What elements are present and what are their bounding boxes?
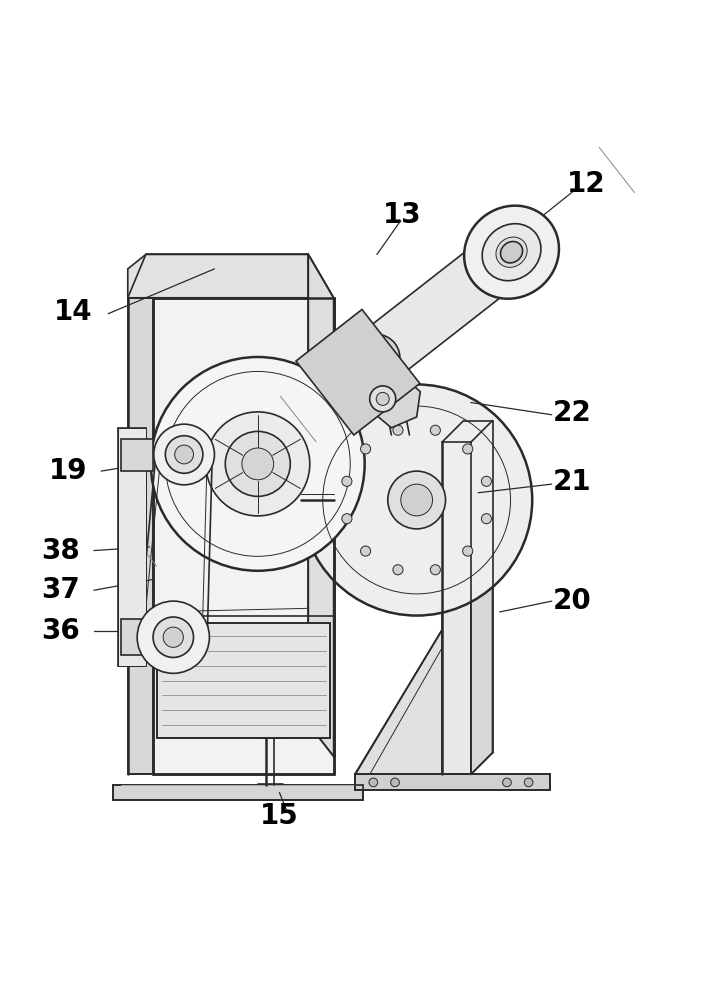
Circle shape — [393, 425, 403, 435]
Text: 38: 38 — [41, 537, 80, 565]
Polygon shape — [471, 421, 492, 774]
Polygon shape — [128, 298, 153, 774]
Circle shape — [163, 627, 183, 647]
Circle shape — [225, 431, 290, 496]
Circle shape — [388, 471, 446, 529]
Circle shape — [431, 425, 440, 435]
Text: 22: 22 — [552, 399, 592, 427]
Text: 37: 37 — [41, 576, 80, 604]
Circle shape — [431, 565, 440, 575]
Polygon shape — [120, 619, 153, 655]
Circle shape — [206, 412, 310, 516]
Circle shape — [502, 778, 511, 787]
Text: 20: 20 — [552, 587, 592, 615]
Circle shape — [154, 424, 215, 485]
Text: 12: 12 — [567, 170, 605, 198]
Ellipse shape — [464, 206, 559, 299]
Polygon shape — [355, 241, 515, 384]
Polygon shape — [355, 774, 550, 790]
Polygon shape — [355, 630, 442, 774]
Circle shape — [391, 778, 399, 787]
Circle shape — [360, 546, 370, 556]
Circle shape — [370, 386, 396, 412]
Circle shape — [153, 617, 194, 657]
Circle shape — [481, 514, 492, 524]
Text: 14: 14 — [54, 298, 93, 326]
Text: 21: 21 — [552, 468, 592, 496]
Circle shape — [165, 436, 203, 473]
Text: 19: 19 — [49, 457, 87, 485]
Ellipse shape — [496, 237, 527, 267]
Circle shape — [175, 445, 194, 464]
Polygon shape — [442, 442, 471, 774]
Polygon shape — [118, 428, 146, 666]
Polygon shape — [296, 309, 420, 435]
Text: 13: 13 — [383, 201, 421, 229]
Ellipse shape — [500, 242, 523, 263]
Circle shape — [242, 448, 273, 480]
Polygon shape — [120, 439, 153, 471]
Circle shape — [342, 514, 352, 524]
Circle shape — [401, 484, 433, 516]
Text: 15: 15 — [260, 802, 299, 830]
Polygon shape — [370, 366, 420, 428]
Text: 36: 36 — [41, 617, 80, 645]
Polygon shape — [157, 623, 330, 738]
Polygon shape — [113, 785, 362, 800]
Circle shape — [463, 546, 473, 556]
Circle shape — [301, 384, 532, 616]
Circle shape — [524, 778, 533, 787]
Circle shape — [137, 601, 210, 673]
Ellipse shape — [482, 224, 541, 281]
Polygon shape — [442, 421, 492, 442]
Polygon shape — [153, 298, 334, 774]
Circle shape — [463, 444, 473, 454]
Polygon shape — [308, 254, 334, 756]
Circle shape — [376, 392, 389, 405]
Circle shape — [481, 476, 492, 486]
Polygon shape — [128, 254, 334, 298]
Ellipse shape — [344, 334, 400, 388]
Circle shape — [393, 565, 403, 575]
Circle shape — [369, 778, 378, 787]
Circle shape — [342, 476, 352, 486]
Circle shape — [360, 444, 370, 454]
Circle shape — [151, 357, 365, 571]
